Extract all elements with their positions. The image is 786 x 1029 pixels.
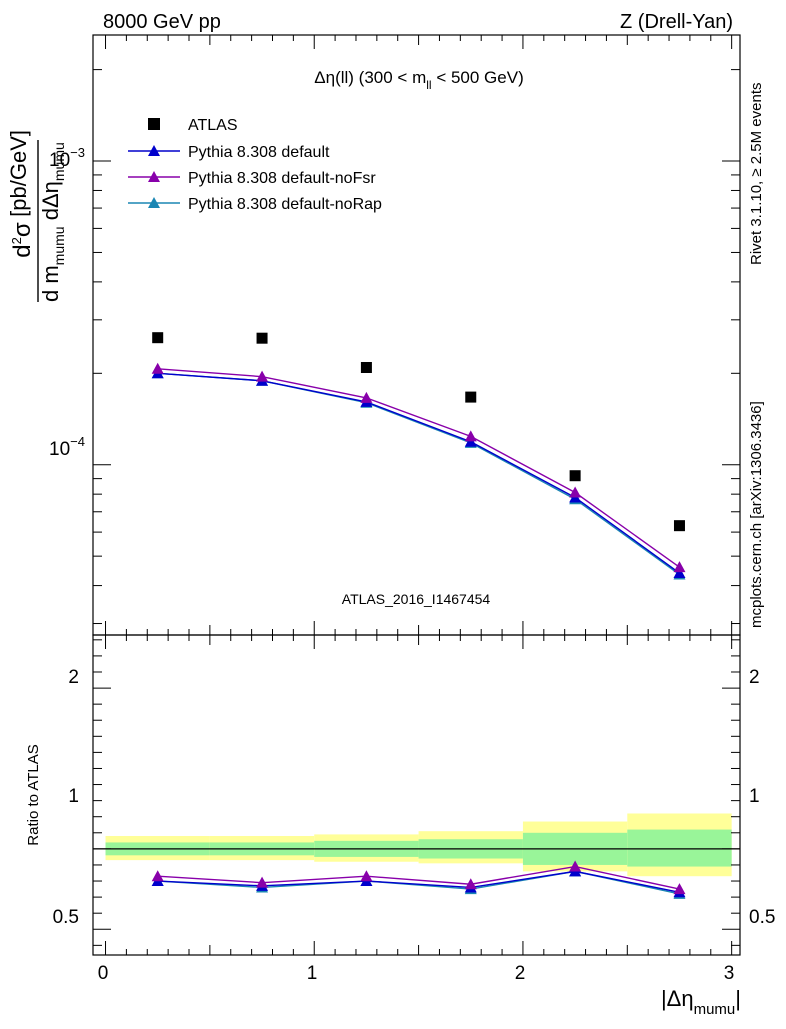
analysis-watermark: ATLAS_2016_I1467454 xyxy=(342,591,491,607)
series-line-main xyxy=(157,372,680,574)
legend-label: Pythia 8.308 default-noRap xyxy=(188,196,382,213)
atlas-data-point xyxy=(360,361,372,373)
data-point-main xyxy=(360,391,373,403)
y-axis-title-main: [pb/GeV] d2σ d mmumu dΔηmumu xyxy=(6,130,67,302)
series-line-main xyxy=(157,368,680,568)
atlas-data-point xyxy=(256,332,268,344)
atlas-data-point xyxy=(465,391,477,403)
legend-marker xyxy=(148,171,160,182)
data-point-ratio xyxy=(360,870,373,882)
legend: ATLAS Pythia 8.308 default Pythia 8.308 de… xyxy=(128,117,382,213)
ratio-tick-label-0.5: 0.5 xyxy=(53,907,79,928)
legend-marker-atlas xyxy=(148,118,160,130)
ratio-uncertainty-bands xyxy=(93,813,740,877)
ratio-tick-label-2: 2 xyxy=(68,667,79,688)
atlas-data-point xyxy=(673,520,685,532)
ratio-axis-title: Ratio to ATLAS xyxy=(25,744,42,845)
data-point-ratio xyxy=(151,870,164,882)
data-point-main xyxy=(464,430,477,442)
ratio-tick-label-1: 1 xyxy=(68,786,79,807)
x-tick-label-1: 1 xyxy=(307,963,318,984)
rivet-label: Rivet 3.1.10, ≥ 2.5M events xyxy=(748,83,765,266)
legend-marker xyxy=(148,145,160,156)
series-line-ratio xyxy=(157,870,680,895)
main-panel-data xyxy=(151,332,686,580)
data-point-main xyxy=(673,561,686,573)
y-tick-label-1e-4: 10−4 xyxy=(49,434,85,460)
band-inner-5 xyxy=(627,829,732,867)
x-tick-label-3: 3 xyxy=(724,963,735,984)
legend-label: Pythia 8.308 default xyxy=(188,144,330,161)
legend-label: Pythia 8.308 default-noFsr xyxy=(188,170,376,187)
mcplots-label: mcplots.cern.ch [arXiv:1306.3436] xyxy=(748,401,765,628)
header-right: Z (Drell-Yan) xyxy=(620,11,733,33)
series-line-ratio xyxy=(157,865,680,890)
plot-title: Δη(ll) (300 < mll < 500 GeV) xyxy=(314,68,523,92)
y-axis-numerator: d2σ xyxy=(9,222,36,258)
x-tick-label-0: 0 xyxy=(98,963,109,984)
ratio-panel-frame xyxy=(92,634,741,956)
data-point-ratio xyxy=(464,878,477,890)
data-point-main xyxy=(151,362,164,374)
y-axis-units: [pb/GeV] xyxy=(6,130,31,217)
axis-ticks xyxy=(93,35,740,955)
ratio-tick-label-1-right: 1 xyxy=(749,786,760,807)
atlas-data-point xyxy=(152,332,164,344)
series-line-main xyxy=(157,372,680,576)
atlas-data-point xyxy=(569,470,581,482)
data-point-main xyxy=(569,486,582,498)
data-point-main xyxy=(673,567,686,579)
data-point-ratio xyxy=(673,883,686,895)
data-point-ratio xyxy=(256,876,269,888)
data-point-ratio xyxy=(569,860,582,872)
x-tick-label-2: 2 xyxy=(515,963,526,984)
legend-label: ATLAS xyxy=(188,117,238,134)
legend-marker xyxy=(148,197,160,208)
series-line-ratio xyxy=(157,870,680,893)
data-point-main xyxy=(256,370,269,382)
ratio-panel-data xyxy=(151,860,686,899)
header-left: 8000 GeV pp xyxy=(103,11,221,33)
ratio-tick-label-0.5-right: 0.5 xyxy=(749,907,775,928)
y-axis-denominator: d mmumu dΔηmumu xyxy=(38,142,67,302)
ratio-tick-label-2-right: 2 xyxy=(749,667,760,688)
x-axis-title: |Δηmumu| xyxy=(661,986,741,1018)
y-tick-label-1e-3: 10−3 xyxy=(49,145,85,171)
